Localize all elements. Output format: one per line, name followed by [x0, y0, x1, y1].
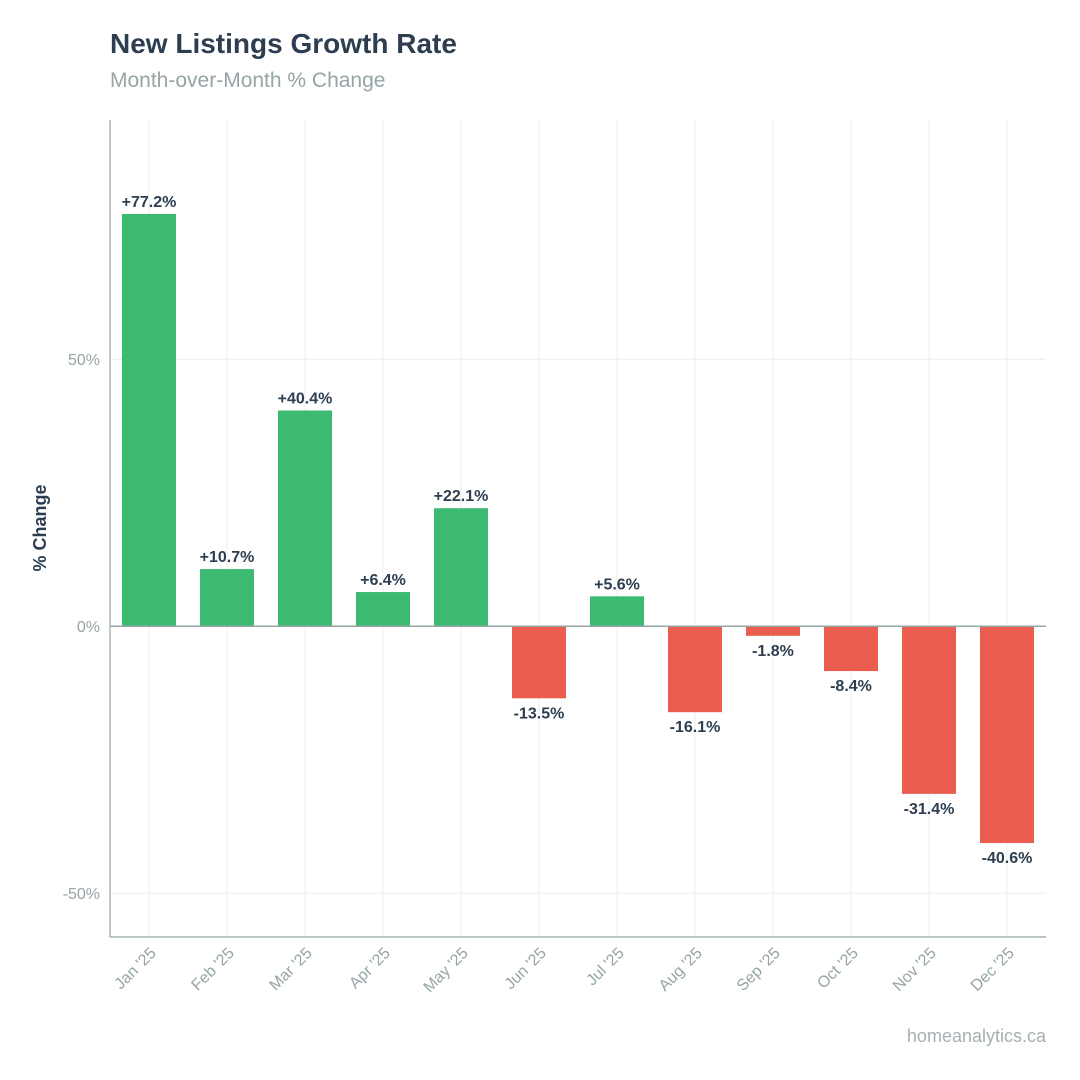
- source-credit: homeanalytics.ca: [906, 1026, 1046, 1046]
- bar: [434, 508, 488, 627]
- bar: [122, 213, 176, 627]
- bar: [512, 626, 566, 699]
- x-tick-label: Feb '25: [188, 945, 237, 994]
- x-tick-label: Sep '25: [734, 945, 784, 995]
- y-tick-label: 0%: [77, 619, 100, 636]
- y-tick-label: 50%: [68, 352, 100, 369]
- data-label: -8.4%: [830, 678, 872, 695]
- y-tick-label: -50%: [63, 886, 100, 903]
- bar: [824, 626, 878, 672]
- bar: [668, 626, 722, 713]
- data-label: -31.4%: [904, 801, 955, 818]
- y-axis-label: % Change: [30, 484, 50, 571]
- x-tick-label: Nov '25: [890, 945, 940, 995]
- data-label: -16.1%: [670, 719, 721, 736]
- bars: [122, 213, 1034, 844]
- x-tick-label: Mar '25: [266, 945, 315, 994]
- x-tick-label: May '25: [421, 945, 472, 996]
- x-tick-label: Aug '25: [656, 945, 706, 995]
- data-label: +77.2%: [122, 194, 177, 211]
- bar: [980, 626, 1034, 844]
- x-tick-label: Jul '25: [583, 945, 627, 989]
- bar: [200, 569, 254, 627]
- chart-subtitle: Month-over-Month % Change: [110, 69, 386, 92]
- x-tick-label: Apr '25: [346, 945, 394, 993]
- data-label: +10.7%: [200, 549, 255, 566]
- data-labels: +77.2% +10.7% +40.4% +6.4% +22.1% -13.5% +5.6%…: [122, 194, 1033, 867]
- data-label: +6.4%: [360, 572, 406, 589]
- bar: [746, 626, 800, 636]
- x-tick-label: Jan '25: [112, 945, 160, 993]
- data-label: -1.8%: [752, 643, 794, 660]
- data-label: -13.5%: [514, 705, 565, 722]
- x-tick-label: Jun '25: [502, 945, 550, 993]
- bar: [590, 596, 644, 627]
- data-label: -40.6%: [982, 850, 1033, 867]
- data-label: +22.1%: [434, 488, 489, 505]
- x-tick-label: Oct '25: [814, 945, 862, 993]
- bar: [902, 626, 956, 794]
- bar: [356, 592, 410, 627]
- x-tick-label: Dec '25: [968, 945, 1018, 995]
- data-label: +5.6%: [594, 576, 640, 593]
- bar: [278, 410, 332, 627]
- chart-title: New Listings Growth Rate: [110, 28, 457, 59]
- data-label: +40.4%: [278, 390, 333, 407]
